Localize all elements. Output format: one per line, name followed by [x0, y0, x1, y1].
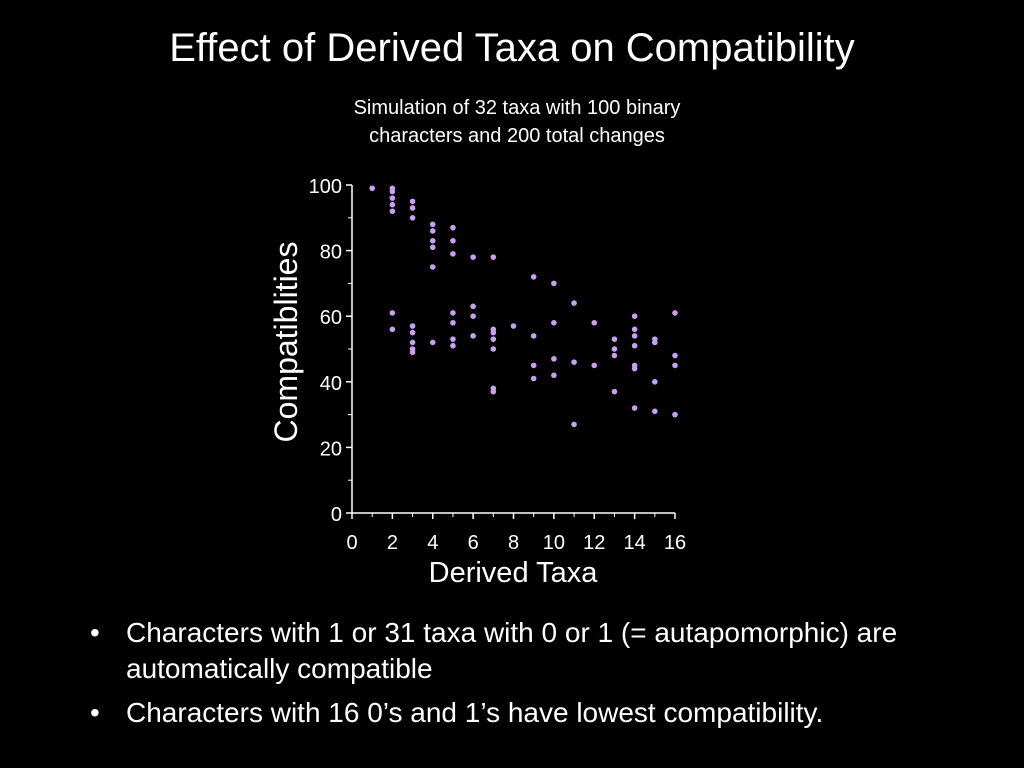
data-point	[369, 185, 375, 192]
x-tick-label: 2	[387, 532, 398, 554]
data-point	[672, 310, 678, 316]
data-point	[611, 336, 618, 342]
data-point	[652, 408, 658, 415]
data-point	[591, 362, 598, 369]
data-point	[429, 264, 436, 270]
x-axis-label: Derived Taxa	[429, 557, 599, 589]
data-point	[510, 323, 517, 329]
y-tick-label: 60	[320, 307, 342, 329]
data-point	[611, 346, 618, 352]
x-axis-ticks: 0 2 4 6 8 10 12 14 16	[346, 513, 686, 554]
data-point	[470, 303, 476, 310]
data-point	[631, 313, 638, 320]
data-point	[409, 349, 416, 356]
data-point	[470, 313, 476, 320]
y-tick-label: 40	[320, 373, 342, 395]
data-point	[530, 333, 537, 339]
data-point	[389, 208, 396, 215]
data-point	[409, 323, 416, 329]
x-tick-label: 16	[664, 532, 686, 554]
data-point	[470, 333, 476, 339]
data-point	[631, 365, 638, 372]
data-point	[530, 375, 537, 382]
x-tick-label: 10	[543, 532, 565, 554]
bullet-item-2: Characters with 16 0’s and 1’s have lowe…	[90, 695, 1020, 731]
data-point	[672, 352, 678, 359]
data-point	[429, 244, 436, 251]
data-point	[490, 336, 497, 342]
data-point	[429, 228, 436, 234]
data-point	[530, 362, 537, 369]
data-point	[409, 339, 416, 346]
x-tick-label: 0	[346, 532, 357, 554]
data-point	[470, 254, 476, 260]
data-point	[450, 310, 456, 316]
data-point	[490, 329, 497, 336]
data-point	[450, 342, 456, 349]
data-point	[389, 188, 396, 195]
data-point	[429, 221, 436, 228]
data-point	[530, 274, 537, 280]
data-point	[389, 310, 396, 316]
y-tick-label: 80	[320, 242, 342, 264]
chart-subtitle: Simulation of 32 taxa with 100 binary ch…	[262, 94, 772, 150]
y-tick-label: 0	[331, 504, 342, 526]
x-tick-label: 14	[624, 532, 646, 554]
data-point	[611, 388, 618, 395]
data-point	[571, 300, 577, 306]
x-tick-label: 12	[583, 532, 605, 554]
x-tick-label: 4	[427, 532, 438, 554]
data-point	[611, 352, 618, 359]
data-point	[631, 405, 638, 411]
data-point	[409, 329, 416, 336]
y-tick-label: 100	[309, 176, 342, 198]
data-point	[389, 201, 396, 208]
data-point	[490, 346, 497, 352]
subtitle-line-2: characters and 200 total changes	[369, 125, 665, 147]
data-point	[672, 362, 678, 369]
data-point	[429, 339, 436, 346]
y-tick-label: 20	[320, 438, 342, 460]
data-point	[652, 379, 658, 385]
data-point	[631, 342, 638, 349]
data-point	[571, 359, 577, 365]
data-point	[551, 356, 557, 362]
bullet-list: Characters with 1 or 31 taxa with 0 or 1…	[90, 615, 1020, 739]
data-point	[450, 224, 456, 231]
data-point	[551, 372, 557, 379]
data-point	[429, 237, 436, 244]
data-points	[369, 185, 678, 428]
data-point	[450, 237, 456, 244]
x-tick-label: 6	[468, 532, 479, 554]
data-point	[389, 195, 396, 201]
data-point	[631, 326, 638, 333]
data-point	[490, 254, 497, 260]
data-point	[490, 388, 497, 395]
data-point	[450, 251, 456, 257]
subtitle-line-1: Simulation of 32 taxa with 100 binary	[353, 97, 681, 119]
data-point	[591, 319, 598, 326]
slide-title: Effect of Derived Taxa on Compatibility	[169, 26, 855, 70]
data-point	[409, 198, 416, 205]
data-point	[409, 205, 416, 211]
data-point	[450, 319, 456, 326]
x-tick-label: 8	[508, 532, 519, 554]
bullet-item-1: Characters with 1 or 31 taxa with 0 or 1…	[90, 615, 1020, 687]
y-axis-label: Compatiblities	[268, 242, 304, 443]
chart-axes	[351, 185, 675, 514]
data-point	[652, 339, 658, 346]
data-point	[551, 319, 557, 326]
data-point	[409, 215, 416, 221]
data-point	[450, 336, 456, 342]
data-point	[631, 333, 638, 339]
data-point	[571, 421, 577, 428]
data-point	[389, 326, 396, 333]
y-axis-ticks: 0 20 40 60 80 100	[309, 176, 352, 526]
data-point	[672, 411, 678, 418]
data-point	[551, 280, 557, 287]
